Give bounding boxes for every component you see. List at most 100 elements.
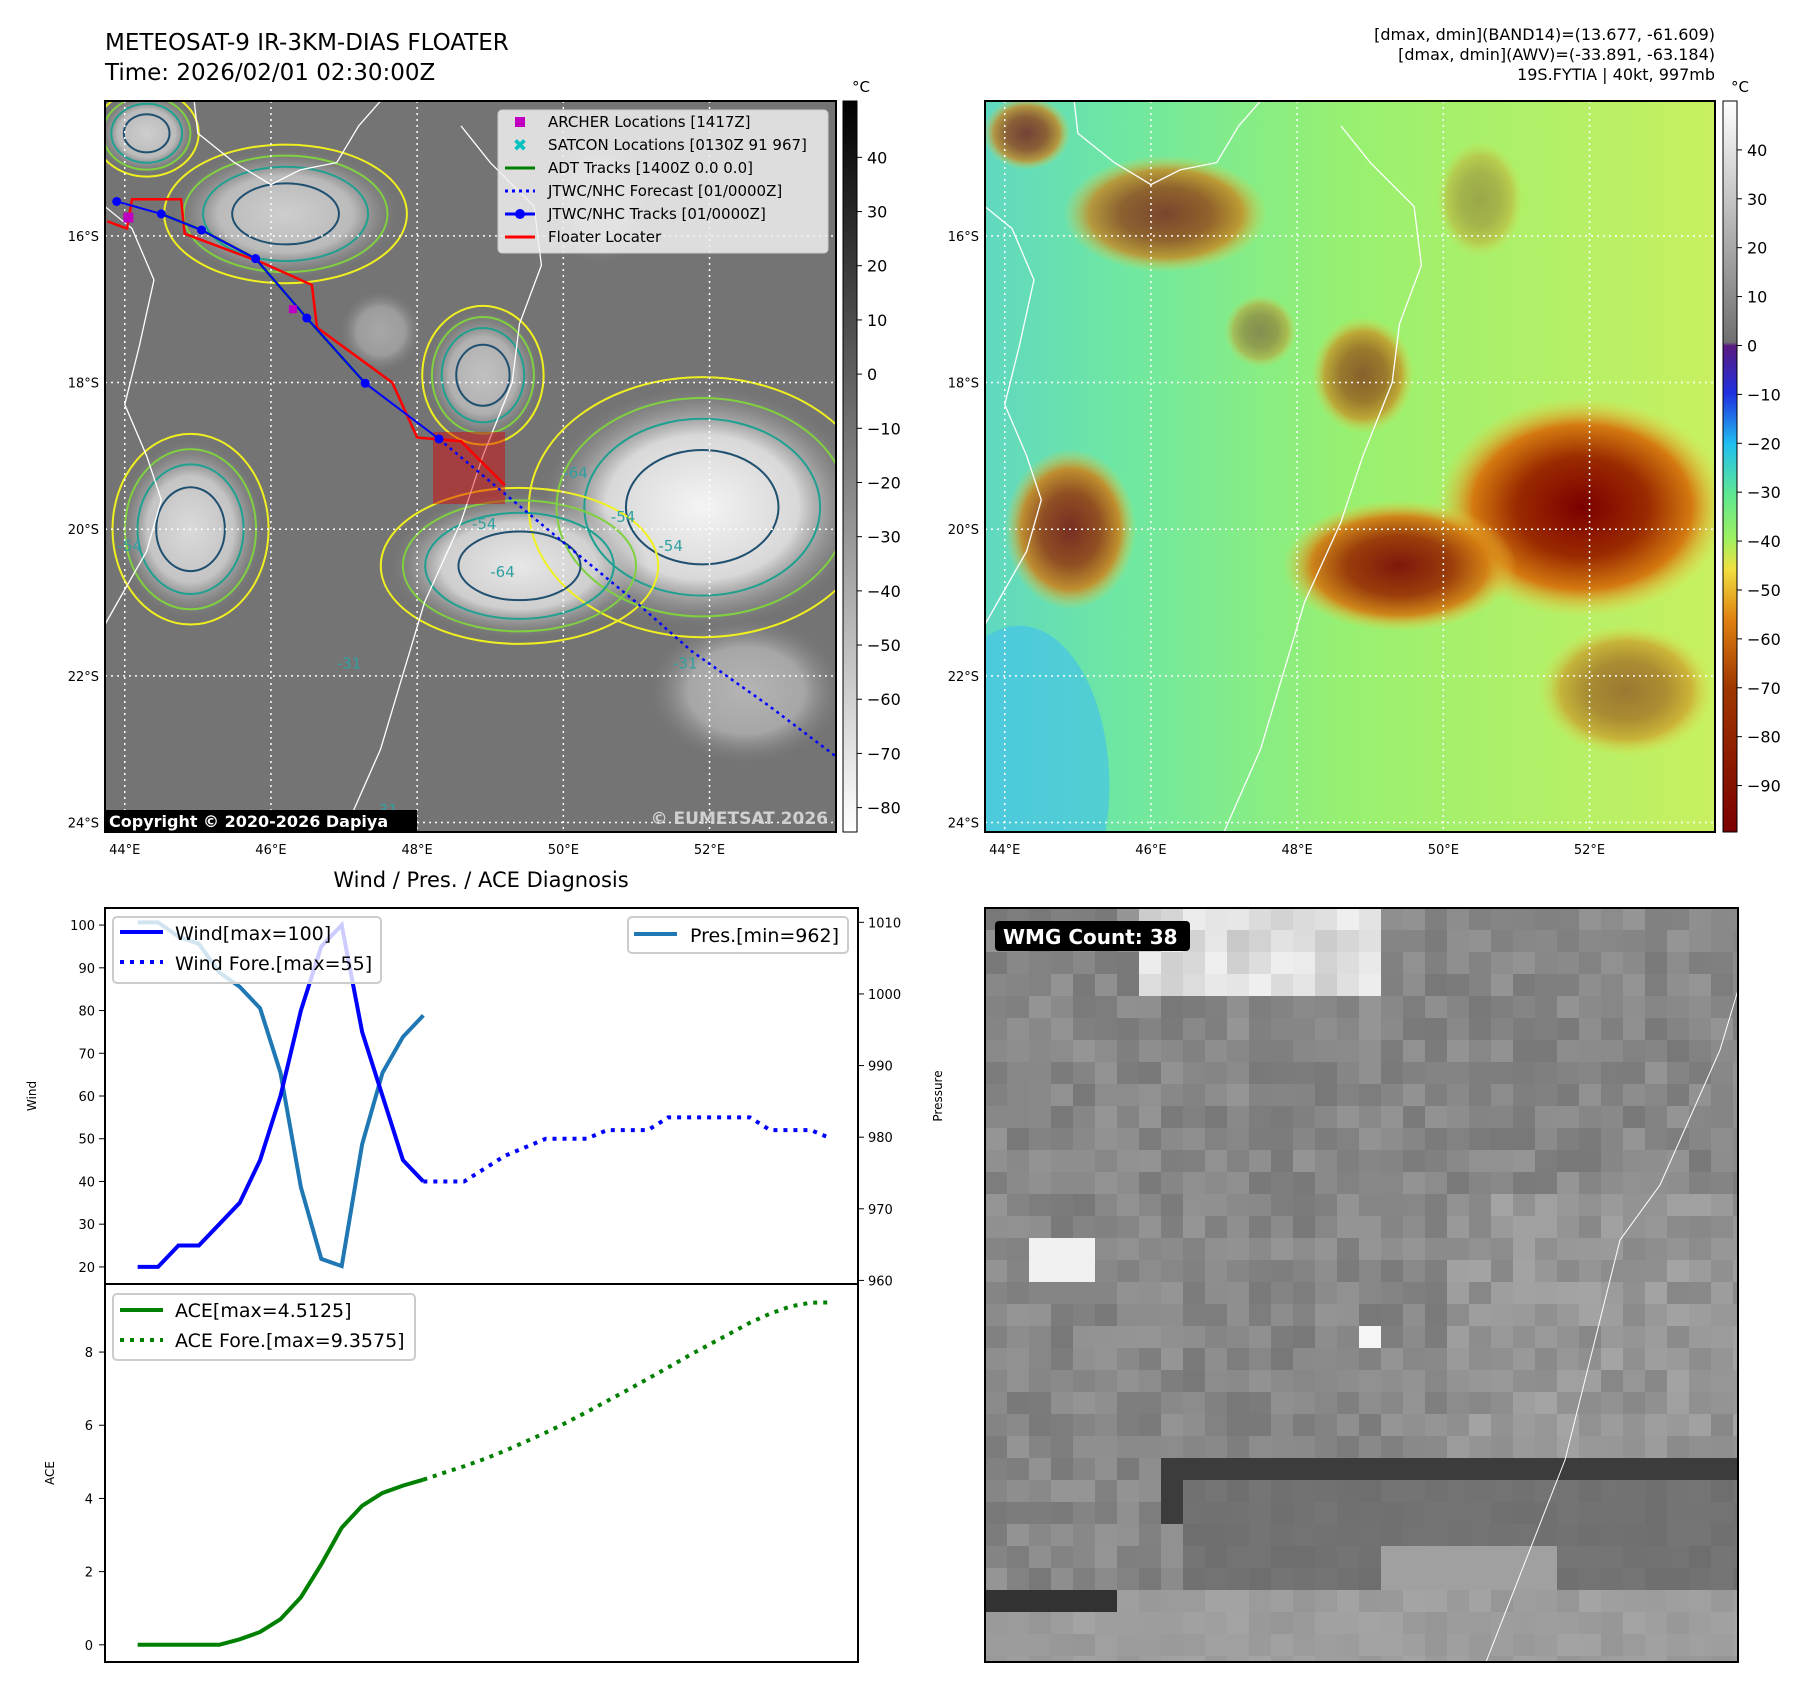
- wmg-pixel: [1051, 1634, 1073, 1656]
- wmg-pixel: [1491, 1546, 1513, 1568]
- wmg-pixel: [1249, 1612, 1271, 1634]
- wmg-pixel: [1733, 974, 1738, 996]
- wmg-pixel: [1513, 1480, 1535, 1502]
- wmg-pixel: [1139, 1216, 1161, 1238]
- wmg-pixel: [1183, 1260, 1205, 1282]
- contour-label: -54: [658, 537, 683, 555]
- wmg-pixel: [1469, 1128, 1491, 1150]
- colorbar-tick-label: 0: [867, 365, 877, 384]
- wmg-pixel: [1667, 1260, 1689, 1282]
- wmg-pixel: [1183, 1458, 1205, 1480]
- wmg-pixel: [1711, 1216, 1733, 1238]
- wmg-pixel: [1601, 1480, 1623, 1502]
- copyright-label: Copyright © 2020-2026 Dapiya: [109, 812, 388, 831]
- wmg-pixel: [1205, 1282, 1227, 1304]
- wmg-pixel: [1007, 1634, 1029, 1656]
- lat-tick-label: 22°S: [948, 670, 979, 685]
- wmg-pixel: [1733, 908, 1738, 930]
- wmg-pixel: [1579, 996, 1601, 1018]
- wmg-pixel: [1337, 974, 1359, 996]
- ace-tick-label: 4: [85, 1492, 93, 1507]
- wmg-pixel: [1337, 1612, 1359, 1634]
- colorbar-tick-label: −40: [867, 582, 901, 601]
- wmg-pixel: [1381, 1172, 1403, 1194]
- wmg-pixel: [1051, 1194, 1073, 1216]
- wmg-pixel: [1073, 1480, 1095, 1502]
- wmg-pixel: [985, 1458, 1007, 1480]
- wmg-pixel: [1073, 1656, 1095, 1662]
- wmg-pixel: [1073, 1612, 1095, 1634]
- ir-map-axis-ticks: 44°E 46°E 48°E 50°E 52°E 16°S 18°S 20°S 22°S 24°S: [68, 230, 725, 858]
- wmg-pixel: [1249, 1414, 1271, 1436]
- wmg-pixel: [1535, 1392, 1557, 1414]
- wmg-pixel: [1227, 1040, 1249, 1062]
- wmg-pixel: [1249, 1370, 1271, 1392]
- wmg-pixel: [1271, 1260, 1293, 1282]
- wmg-pixel: [1271, 1590, 1293, 1612]
- wmg-pixel: [1337, 1172, 1359, 1194]
- wmg-pixel: [1095, 1502, 1117, 1524]
- wmg-pixel: [1007, 1018, 1029, 1040]
- wmg-pixel: [1491, 1150, 1513, 1172]
- wmg-pixel: [1645, 1370, 1667, 1392]
- lon-tick-label: 48°E: [1282, 843, 1313, 858]
- wmg-pixel: [1227, 996, 1249, 1018]
- wmg-pixel: [1315, 1238, 1337, 1260]
- coastline-segment: [193, 101, 382, 186]
- wmg-pixel: [1579, 1128, 1601, 1150]
- wmg-pixel: [1491, 1656, 1513, 1662]
- wmg-pixel: [1271, 930, 1293, 952]
- wmg-pixel: [1271, 1172, 1293, 1194]
- wmg-pixel: [1535, 1546, 1557, 1568]
- pressure-tick-label: 970: [868, 1203, 893, 1218]
- ace-legend: ACE[max=4.5125] ACE Fore.[max=9.3575]: [112, 1293, 416, 1361]
- wmg-pixel: [1601, 1084, 1623, 1106]
- wmg-pixel: [1073, 1392, 1095, 1414]
- wmg-pixel: [1359, 1392, 1381, 1414]
- wmg-pixel: [1293, 1546, 1315, 1568]
- wmg-pixel: [1227, 1568, 1249, 1590]
- wmg-pixel: [1117, 1216, 1139, 1238]
- awv-dry-region: [985, 625, 1110, 832]
- colorbar-tick-label: −60: [1747, 630, 1781, 649]
- wmg-pixel: [1535, 1040, 1557, 1062]
- wmg-pixel: [1645, 1084, 1667, 1106]
- wmg-pixel: [1491, 1304, 1513, 1326]
- wmg-pixel: [1645, 1304, 1667, 1326]
- wmg-pixel: [1029, 1502, 1051, 1524]
- wmg-pixel: [1403, 1128, 1425, 1150]
- wmg-pixel: [1337, 1656, 1359, 1662]
- wmg-pixel: [1359, 1062, 1381, 1084]
- wmg-pixel: [1667, 1568, 1689, 1590]
- wmg-pixel: [1425, 1106, 1447, 1128]
- pressure-axis-label: Pressure: [931, 1070, 945, 1121]
- wmg-pixel: [1425, 1612, 1447, 1634]
- wmg-pixel: [1183, 1392, 1205, 1414]
- wmg-pixel: [1403, 1040, 1425, 1062]
- wmg-pixel: [1183, 974, 1205, 996]
- wmg-pixel: [1161, 974, 1183, 996]
- wmg-pixel: [1029, 1150, 1051, 1172]
- wmg-pixel: [1051, 1590, 1073, 1612]
- wmg-pixel: [985, 974, 1007, 996]
- wmg-pixel: [1249, 1304, 1271, 1326]
- wmg-pixel: [1535, 1436, 1557, 1458]
- wmg-pixel: [1711, 1524, 1733, 1546]
- wmg-pixel: [1381, 1458, 1403, 1480]
- colorbar-tick-label: −20: [867, 473, 901, 492]
- lat-tick-label: 24°S: [948, 816, 979, 831]
- wmg-pixel: [1425, 1194, 1447, 1216]
- wmg-pixel: [985, 1370, 1007, 1392]
- wmg-pixel: [1205, 996, 1227, 1018]
- wmg-pixel: [1095, 974, 1117, 996]
- wmg-pixel: [1293, 996, 1315, 1018]
- wmg-pixel: [1161, 1304, 1183, 1326]
- wmg-pixel: [1073, 1524, 1095, 1546]
- wmg-pixel: [1271, 952, 1293, 974]
- colorbar-tick-label: −10: [867, 419, 901, 438]
- wmg-pixel: [1491, 1172, 1513, 1194]
- wmg-pixel: [1029, 1480, 1051, 1502]
- wmg-pixel: [1183, 1084, 1205, 1106]
- wmg-pixel: [1051, 1436, 1073, 1458]
- wmg-pixel: [1139, 1502, 1161, 1524]
